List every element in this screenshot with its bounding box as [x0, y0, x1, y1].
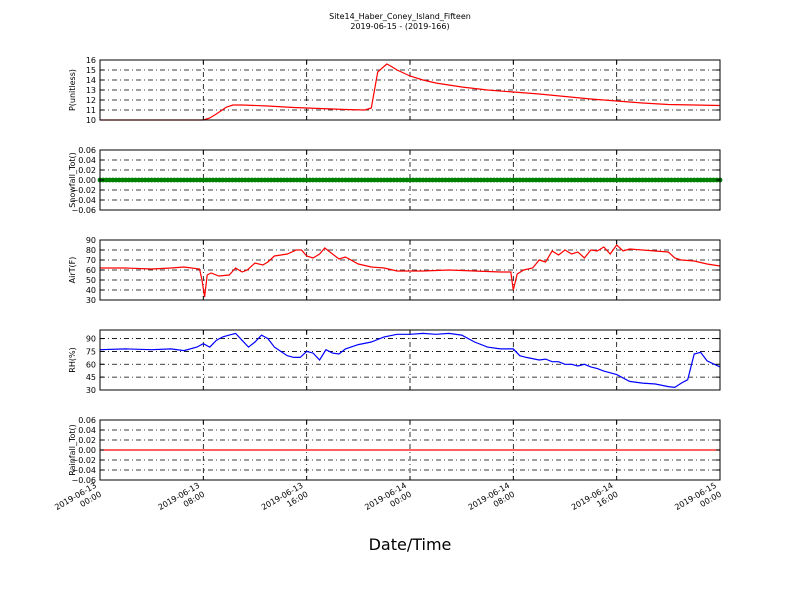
y-axis-label: P(unitless) — [68, 69, 77, 111]
series-line — [99, 332, 721, 389]
y-tick-label: 0.00 — [78, 176, 96, 185]
x-tick-label: 2019-06-1316:00 — [260, 481, 310, 521]
y-tick-label: 80 — [86, 246, 96, 255]
x-tick-label: 2019-06-1308:00 — [157, 481, 207, 521]
chart-panels: 10111213141516P(unitless)−0.06−0.04−0.02… — [68, 56, 723, 485]
y-tick-label: 90 — [86, 335, 96, 344]
y-tick-label: 16 — [86, 56, 96, 65]
y-tick-label: 40 — [86, 286, 96, 295]
x-tick-label: 2019-06-1416:00 — [570, 481, 620, 521]
y-axis-label: RH(%) — [68, 347, 77, 372]
y-tick-label: 11 — [86, 106, 96, 115]
y-tick-label: 70 — [86, 256, 96, 265]
panel-2: −0.06−0.04−0.020.000.020.040.06Snowfall_… — [68, 146, 723, 215]
y-tick-label: 30 — [86, 386, 96, 395]
y-tick-label: 0.00 — [78, 446, 96, 455]
y-tick-label: 90 — [86, 236, 96, 245]
y-tick-label: 45 — [86, 373, 96, 382]
y-tick-label: 0.06 — [78, 146, 96, 155]
y-tick-label: 50 — [86, 276, 96, 285]
y-tick-label: 0.02 — [78, 436, 96, 445]
x-axis-tick-labels: 2019-06-1300:00 2019-06-1308:00 2019-06-13… — [53, 481, 723, 521]
x-tick-label: 2019-06-1400:00 — [363, 481, 413, 521]
y-tick-label: 0.02 — [78, 166, 96, 175]
y-tick-label: 60 — [86, 360, 96, 369]
y-tick-label: −0.02 — [71, 456, 96, 465]
y-tick-label: 75 — [86, 347, 96, 356]
y-tick-label: 0.04 — [78, 426, 96, 435]
y-tick-label: −0.06 — [71, 206, 96, 215]
y-tick-label: 15 — [86, 66, 96, 75]
series-line — [100, 63, 721, 121]
x-tick-label: 2019-06-1408:00 — [467, 481, 517, 521]
y-tick-label: 30 — [86, 296, 96, 305]
y-axis-label: Snowfall_Tot() — [68, 152, 77, 208]
y-tick-label: 12 — [86, 96, 96, 105]
x-tick-label: 2019-06-1500:00 — [673, 481, 723, 521]
y-tick-label: −0.04 — [71, 466, 96, 475]
y-axis-label: Rainfall_Tot() — [68, 424, 77, 476]
series-line — [100, 244, 721, 298]
y-tick-label: −0.06 — [71, 476, 96, 485]
chart-title: Site14_Haber_Coney_Island_Fifteen — [329, 12, 471, 21]
y-axis-label: AirT(F) — [68, 257, 77, 284]
y-tick-label: 10 — [86, 116, 96, 125]
y-tick-label: 13 — [86, 86, 96, 95]
y-tick-label: 14 — [86, 76, 96, 85]
panel-4: 30 45 60 75 90 RH(%) — [68, 329, 721, 395]
chart-subtitle: 2019-06-15 - (2019-166) — [350, 22, 449, 31]
y-tick-label: −0.04 — [71, 196, 96, 205]
panel-5: −0.06−0.04−0.020.000.020.040.06Rainfall_… — [68, 416, 721, 485]
x-tick-label: 2019-06-1300:00 — [53, 481, 103, 521]
y-tick-label: −0.02 — [71, 186, 96, 195]
y-tick-label: 60 — [86, 266, 96, 275]
y-tick-label: 0.06 — [78, 416, 96, 425]
y-tick-label: 0.04 — [78, 156, 96, 165]
x-axis-label: Date/Time — [369, 535, 452, 554]
